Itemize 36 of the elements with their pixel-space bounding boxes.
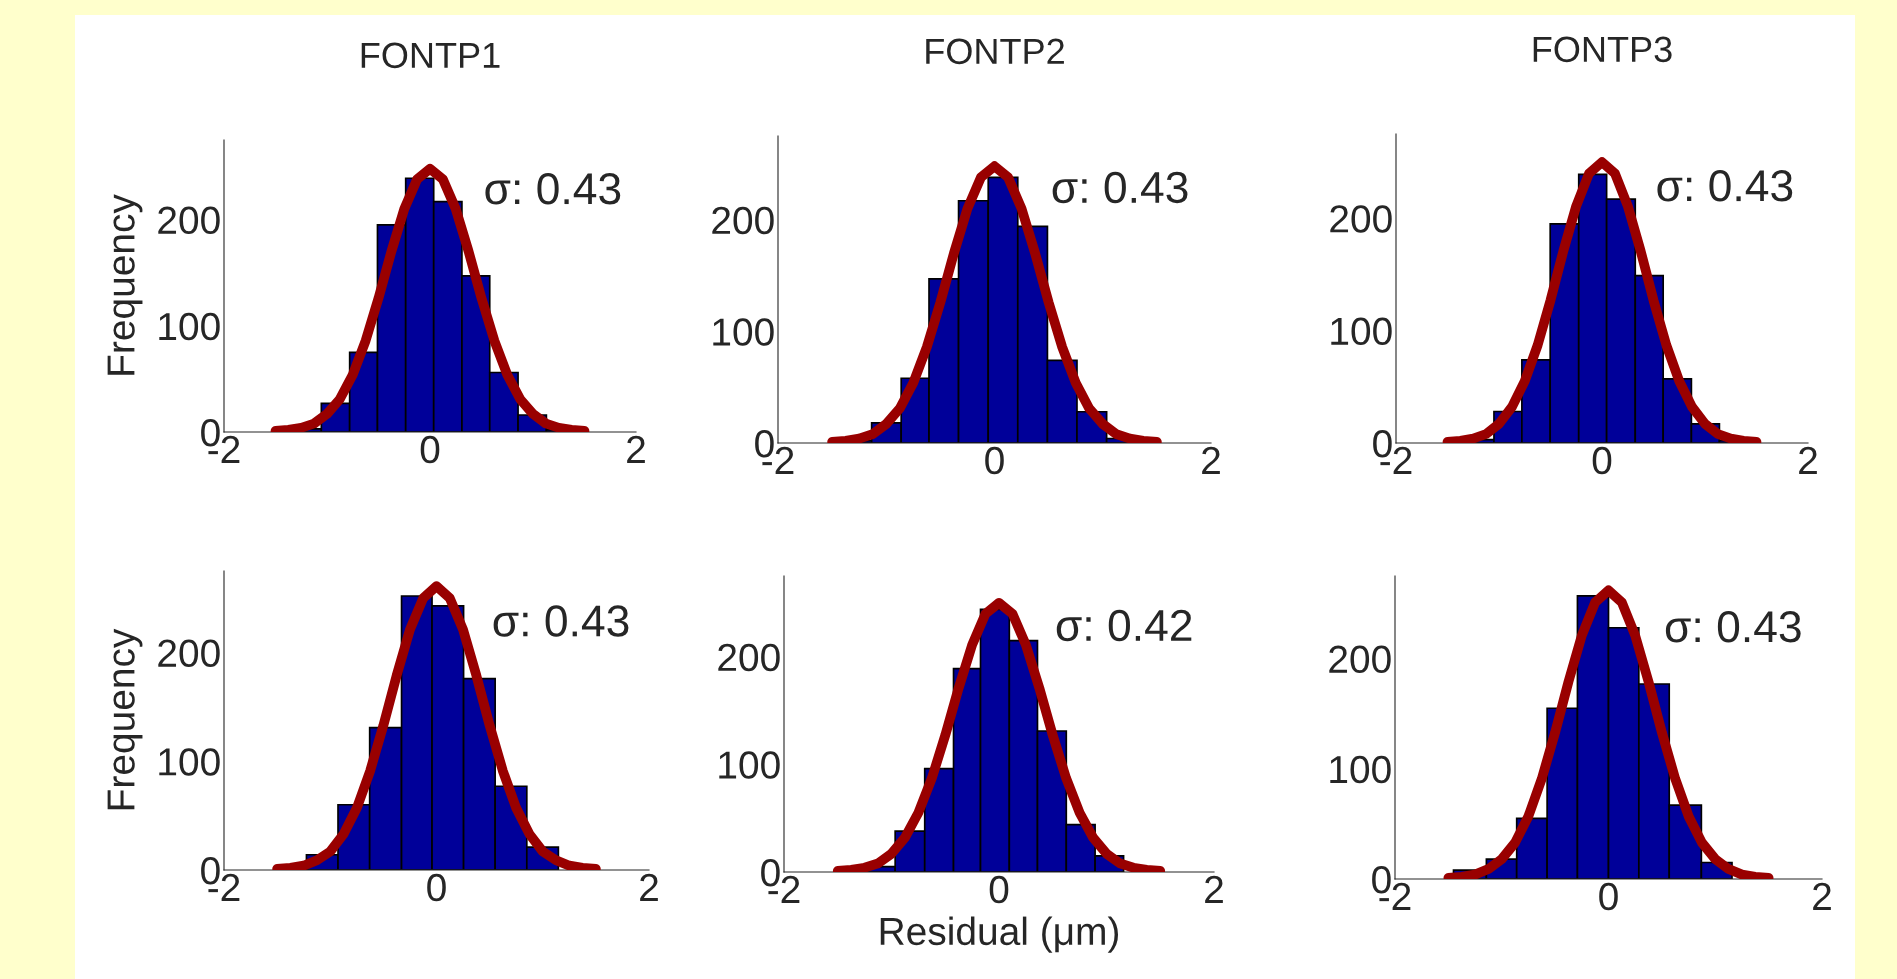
chart-title: FONTP3 <box>1533 36 1672 63</box>
x-tick-label: 2 <box>1813 882 1831 910</box>
y-tick-label: 200 <box>158 639 220 668</box>
x-tick-label: 2 <box>627 435 645 463</box>
y-axis-title: Frequency <box>107 628 143 810</box>
x-tick-label: 2 <box>1799 446 1817 474</box>
y-tick-label: 200 <box>718 643 780 672</box>
y-tick-label: 200 <box>712 206 774 235</box>
x-tick-label: 0 <box>989 875 1009 904</box>
y-axis-title: Frequency <box>107 194 143 375</box>
y-tick-label: 100 <box>159 312 220 341</box>
annotation: σ: 0.43 <box>1052 171 1188 204</box>
y-tick-label: 100 <box>719 751 780 779</box>
x-tick-label: 2 <box>1202 446 1220 474</box>
x-tick-label: 0 <box>427 873 446 902</box>
x-tick-label: 0 <box>1599 882 1618 911</box>
x-tick-label: 2 <box>640 873 658 901</box>
x-tick-label: 0 <box>1592 446 1612 475</box>
annotation: σ: 0.43 <box>485 173 621 205</box>
annotation: σ: 0.42 <box>1056 609 1192 642</box>
x-axis-title: Residual (μm) <box>880 916 1118 953</box>
y-tick-label: 100 <box>1330 755 1391 784</box>
y-tick-label: 200 <box>1330 205 1392 233</box>
annotation: σ: 0.43 <box>1665 611 1801 643</box>
x-tick-label: 2 <box>1205 875 1223 903</box>
y-tick-label: 200 <box>158 206 220 235</box>
y-tick-label: 100 <box>159 748 220 776</box>
x-tick-label: 0 <box>985 446 1004 475</box>
chart-title: FONTP1 <box>361 42 500 69</box>
y-tick-label: 100 <box>1331 317 1392 346</box>
chart-title: FONTP2 <box>926 38 1064 65</box>
annotation: σ: 0.43 <box>1657 170 1793 202</box>
y-tick-label: 100 <box>713 318 774 346</box>
annotation: σ: 0.43 <box>493 605 629 637</box>
y-tick-label: 200 <box>1329 645 1391 674</box>
x-tick-label: 0 <box>420 435 440 464</box>
